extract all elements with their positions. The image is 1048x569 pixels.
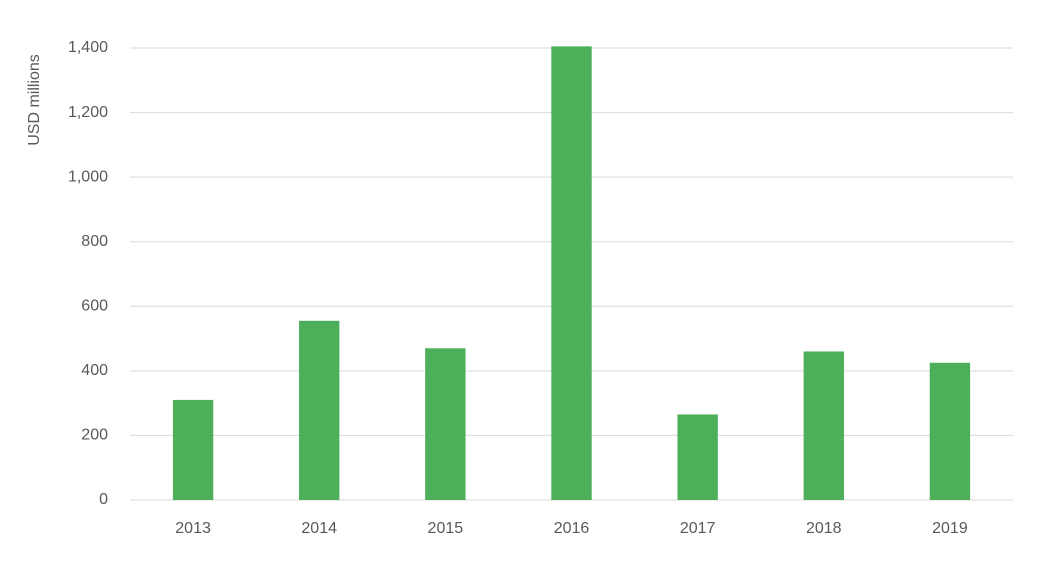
- bar: [677, 414, 718, 500]
- x-tick-label: 2019: [932, 520, 968, 537]
- x-tick-label: 2017: [680, 520, 716, 537]
- bar: [803, 351, 844, 500]
- y-tick-label: 200: [81, 427, 108, 444]
- bar: [172, 399, 214, 500]
- y-tick-label: 1,200: [68, 104, 108, 121]
- y-tick-label: 400: [81, 362, 108, 379]
- bar: [299, 320, 340, 500]
- bar: [551, 46, 592, 501]
- y-tick-label: 1,000: [68, 168, 108, 185]
- bar: [929, 362, 971, 500]
- x-tick-label: 2015: [428, 520, 464, 537]
- y-tick-label: 1,400: [68, 39, 108, 56]
- x-tick-label: 2018: [806, 520, 842, 537]
- x-tick-label: 2014: [301, 520, 337, 537]
- y-tick-label: 800: [81, 233, 108, 250]
- y-tick-label: 0: [99, 491, 108, 508]
- x-tick-label: 2016: [554, 520, 590, 537]
- bar: [425, 348, 466, 500]
- x-tick-label: 2013: [175, 520, 211, 537]
- y-tick-label: 600: [81, 298, 108, 315]
- y-axis-label: USD millions: [26, 54, 43, 146]
